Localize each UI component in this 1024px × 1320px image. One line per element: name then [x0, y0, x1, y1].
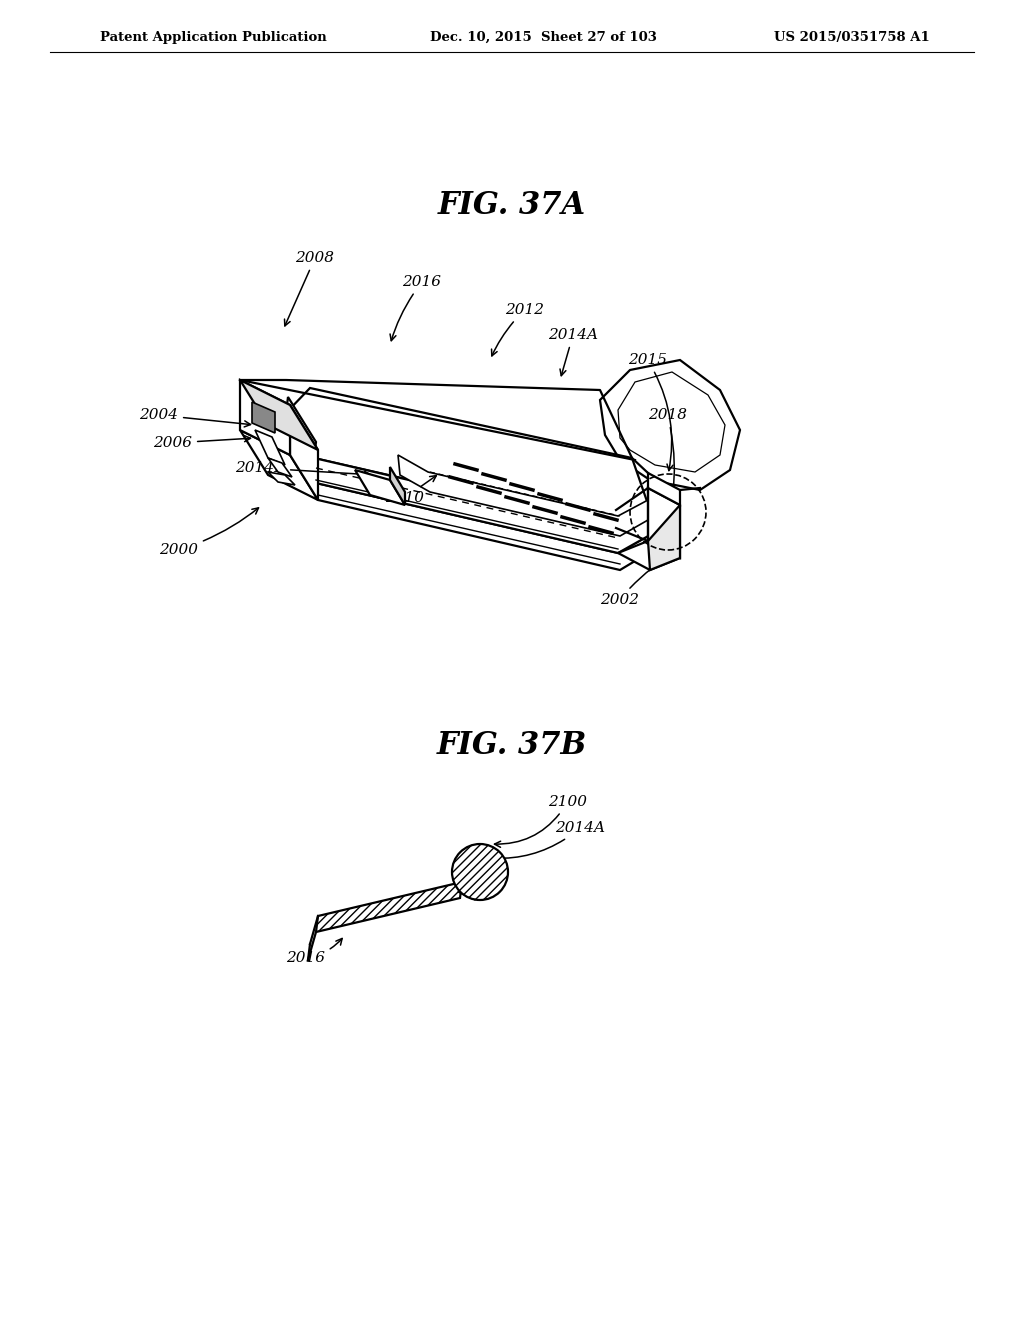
- Text: FIG. 37B: FIG. 37B: [437, 730, 587, 760]
- Polygon shape: [240, 430, 318, 500]
- Polygon shape: [288, 438, 650, 570]
- Polygon shape: [290, 405, 318, 500]
- Text: Patent Application Publication: Patent Application Publication: [100, 30, 327, 44]
- Text: 2012: 2012: [492, 304, 544, 356]
- Polygon shape: [286, 413, 650, 553]
- Polygon shape: [600, 360, 740, 490]
- Text: 2016: 2016: [390, 275, 441, 341]
- Polygon shape: [648, 473, 680, 506]
- Polygon shape: [618, 541, 680, 570]
- Polygon shape: [268, 473, 295, 484]
- Polygon shape: [268, 458, 292, 477]
- Text: 2000: 2000: [159, 508, 258, 557]
- Text: 2014A: 2014A: [495, 821, 605, 862]
- Polygon shape: [252, 403, 275, 433]
- Polygon shape: [286, 397, 316, 458]
- Text: 2008: 2008: [285, 251, 335, 326]
- Text: 2004: 2004: [139, 408, 251, 426]
- Text: 2100: 2100: [495, 795, 587, 847]
- Text: 2014B: 2014B: [234, 461, 371, 478]
- Text: Dec. 10, 2015  Sheet 27 of 103: Dec. 10, 2015 Sheet 27 of 103: [430, 30, 656, 44]
- Text: US 2015/0351758 A1: US 2015/0351758 A1: [774, 30, 930, 44]
- Polygon shape: [648, 488, 680, 558]
- Text: 2014A: 2014A: [548, 327, 598, 376]
- Text: 2015: 2015: [628, 352, 673, 471]
- Polygon shape: [355, 470, 406, 506]
- Circle shape: [452, 843, 508, 900]
- Polygon shape: [240, 380, 318, 450]
- Text: 2016: 2016: [286, 939, 342, 965]
- Polygon shape: [255, 430, 285, 465]
- Text: 2006: 2006: [153, 436, 251, 450]
- Polygon shape: [286, 388, 650, 528]
- Polygon shape: [648, 506, 680, 570]
- Text: 2010: 2010: [385, 475, 436, 506]
- Polygon shape: [316, 882, 462, 932]
- Text: 2002: 2002: [600, 552, 676, 607]
- Text: FIG. 37A: FIG. 37A: [438, 190, 586, 220]
- Polygon shape: [240, 380, 290, 455]
- Polygon shape: [398, 455, 648, 536]
- Polygon shape: [390, 467, 406, 506]
- Polygon shape: [458, 876, 490, 900]
- Text: 2018: 2018: [648, 408, 687, 495]
